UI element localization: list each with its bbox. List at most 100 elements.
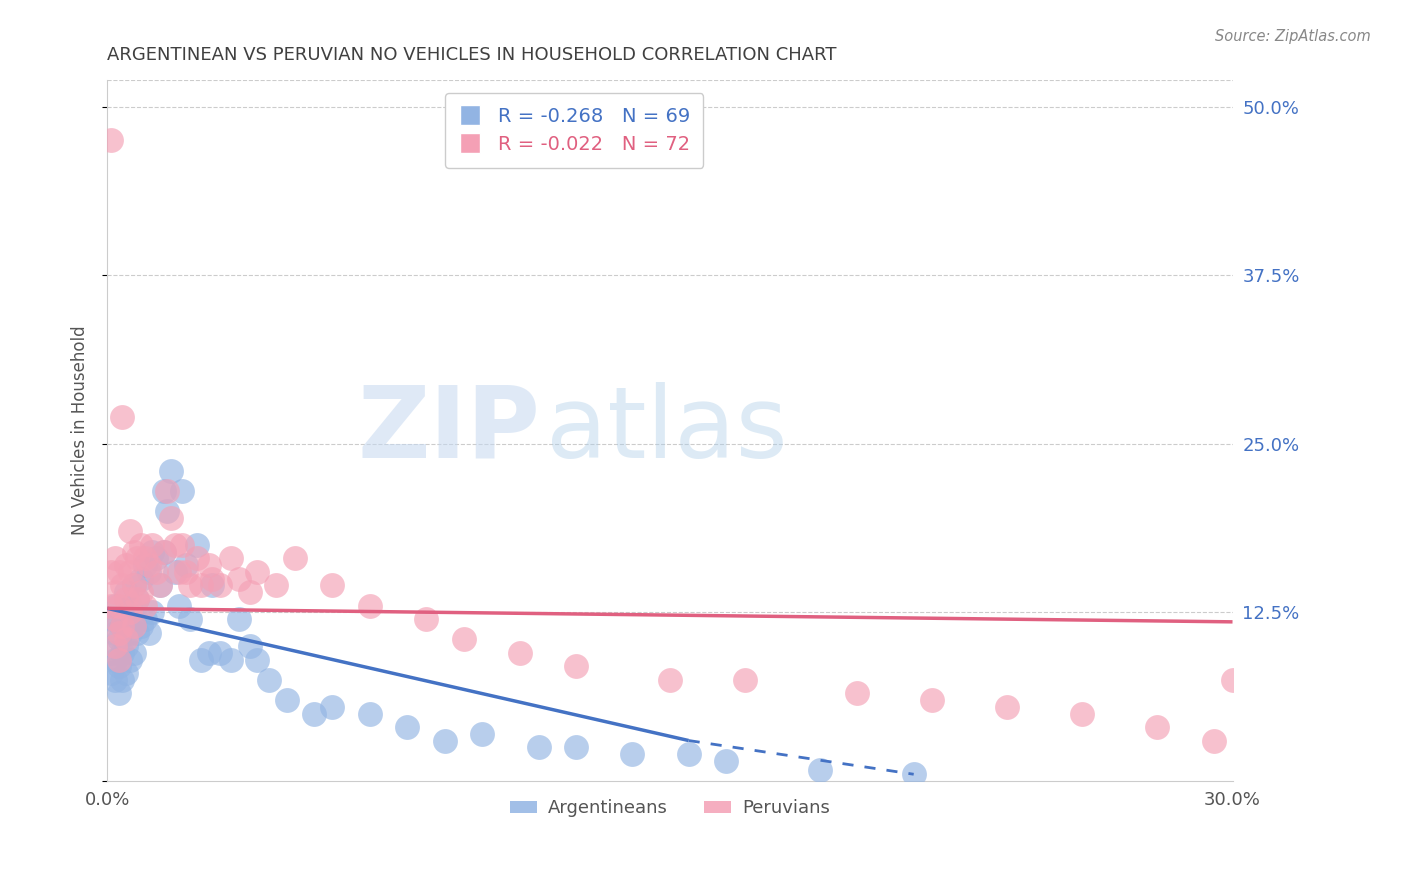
Point [111,673,134,687]
Point [167,599,190,613]
Y-axis label: No Vehicles in Household: No Vehicles in Household [72,326,89,535]
Point [186,538,208,552]
Point [257,673,280,687]
Point [565,740,588,755]
Point [118,625,141,640]
Point [115,585,138,599]
Point [396,720,419,734]
Point [228,612,250,626]
Point [129,572,152,586]
Point [921,693,943,707]
Point [174,565,197,579]
Point [179,612,201,626]
Point [118,606,141,620]
Point [138,558,160,573]
Point [1202,733,1225,747]
Point [129,619,152,633]
Point [100,565,122,579]
Point [134,558,156,573]
Point [359,599,381,613]
Text: ZIP: ZIP [357,382,540,479]
Point [246,565,269,579]
Point [107,612,129,626]
Point [156,504,179,518]
Point [152,545,174,559]
Point [118,652,141,666]
Point [997,699,1019,714]
Point [107,659,129,673]
Point [208,646,231,660]
Point [359,706,381,721]
Text: ARGENTINEAN VS PERUVIAN NO VEHICLES IN HOUSEHOLD CORRELATION CHART: ARGENTINEAN VS PERUVIAN NO VEHICLES IN H… [107,46,837,64]
Point [219,652,242,666]
Point [163,565,186,579]
Point [152,545,174,559]
Point [127,625,149,640]
Point [174,558,197,573]
Point [104,599,127,613]
Point [208,578,231,592]
Point [127,591,149,606]
Point [201,572,224,586]
Point [808,763,831,777]
Point [1267,706,1289,721]
Point [115,591,138,606]
Point [104,673,127,687]
Point [100,133,122,147]
Point [111,619,134,633]
Point [284,551,307,566]
Point [197,558,219,573]
Point [172,483,194,498]
Point [264,578,287,592]
Point [141,538,163,552]
Point [129,585,152,599]
Point [111,646,134,660]
Point [141,545,163,559]
Point [714,754,737,768]
Point [122,545,145,559]
Point [100,646,122,660]
Point [197,646,219,660]
Point [111,619,134,633]
Point [1146,720,1168,734]
Point [134,612,156,626]
Point [1071,706,1094,721]
Point [658,673,681,687]
Point [149,578,172,592]
Point [122,646,145,660]
Point [846,686,869,700]
Point [734,673,756,687]
Point [122,578,145,592]
Point [107,625,129,640]
Point [156,483,179,498]
Point [122,612,145,626]
Point [471,727,494,741]
Point [1258,699,1281,714]
Point [138,625,160,640]
Point [172,538,194,552]
Point [115,612,138,626]
Point [145,565,167,579]
Point [179,578,201,592]
Point [276,693,298,707]
Point [115,639,138,653]
Point [107,599,129,613]
Point [115,558,138,573]
Point [509,646,531,660]
Point [1222,673,1244,687]
Text: Source: ZipAtlas.com: Source: ZipAtlas.com [1215,29,1371,44]
Point [321,699,343,714]
Point [190,652,212,666]
Point [239,639,262,653]
Point [167,565,190,579]
Point [129,538,152,552]
Point [621,747,644,761]
Text: atlas: atlas [546,382,787,479]
Point [190,578,212,592]
Point [104,585,127,599]
Point [163,538,186,552]
Point [141,606,163,620]
Point [145,551,167,566]
Point [1278,693,1301,707]
Point [239,585,262,599]
